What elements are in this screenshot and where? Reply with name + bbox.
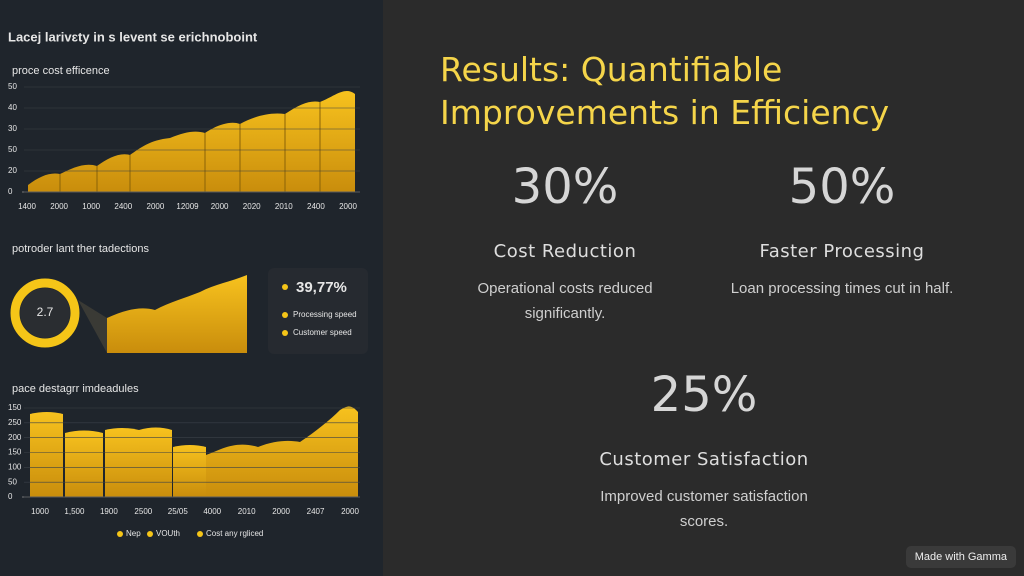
stat: 50% Faster Processing Loan processing ti… (702, 157, 982, 301)
x-tick-label: 1900 (100, 507, 118, 516)
badge[interactable]: Made with Gamma (905, 546, 1016, 568)
y-tick-label: 0 (8, 492, 13, 501)
y-tick-label: 100 (8, 462, 22, 471)
heading: Results: Quantifiable Improvements in Ef… (440, 50, 890, 132)
x-tick-label: 2400 (307, 202, 325, 211)
x-tick-label: 1000 (31, 507, 49, 516)
card-value: 39,77% (296, 279, 347, 296)
bar-shapes (30, 406, 358, 497)
x-tick-label: 4000 (203, 507, 221, 516)
stat-value: 30% (511, 159, 619, 215)
x-tick-label: 2407 (307, 507, 325, 516)
area-shape (28, 91, 355, 192)
legend-label: Customer speed (293, 328, 352, 337)
legend-label: VOUth (156, 529, 180, 538)
x-tick-label: 2010 (238, 507, 256, 516)
x-tick-label: 2000 (339, 202, 357, 211)
stat-description: Operational costs reduced significantly. (477, 280, 653, 322)
area-shape (107, 275, 247, 353)
y-tick-label: 200 (8, 433, 22, 442)
stat: 25% Customer Satisfaction Improved custo… (574, 365, 834, 534)
donut (10, 278, 80, 348)
y-tick-label: 150 (8, 403, 22, 412)
legend-label: Nep (126, 529, 141, 538)
x-tick-label: 2400 (114, 202, 132, 211)
bullet (282, 284, 288, 290)
x-tick-label: 2020 (243, 202, 261, 211)
x-tick-label: 2010 (275, 202, 293, 211)
x-tick-label: 1,500 (64, 507, 85, 516)
x-tick-label: 2500 (134, 507, 152, 516)
legend-bullet (117, 531, 123, 537)
x-tick-label: 2000 (341, 507, 359, 516)
x-tick-label: 1400 (18, 202, 36, 211)
stat-label: Customer Satisfaction (599, 449, 809, 470)
x-tick-label: 25/05 (168, 507, 189, 516)
x-tick-label: 2000 (272, 507, 290, 516)
stat-label: Cost Reduction (493, 241, 637, 262)
stat-description: Improved customer satisfaction scores. (600, 488, 808, 530)
donut-label: 2.7 (37, 305, 54, 319)
y-tick-label: 30 (8, 124, 17, 133)
donut-center (20, 288, 70, 338)
y-tick-label: 0 (8, 187, 13, 196)
connector (78, 300, 107, 353)
bullet (282, 330, 288, 336)
y-tick-label: 50 (8, 145, 17, 154)
legend-label: Processing speed (293, 310, 357, 319)
y-tick-label: 250 (8, 418, 22, 427)
stat-label: Faster Processing (759, 241, 925, 262)
stat-value: 25% (650, 367, 758, 423)
stat-description: Loan processing times cut in half. (730, 280, 954, 297)
bullet (282, 312, 288, 318)
y-tick-label: 20 (8, 166, 17, 175)
y-tick-label: 40 (8, 103, 17, 112)
y-tick-label: 50 (8, 82, 17, 91)
x-tick-label: 12009 (176, 202, 199, 211)
illustration: Lacej larivɛty in s levent se erichnoboi… (0, 0, 383, 576)
x-tick-label: 2000 (147, 202, 165, 211)
area-dividers (59, 102, 321, 192)
card (268, 268, 368, 354)
legend-label: Cost any rgliced (206, 529, 263, 538)
panel-title: pace destagrr imdeadules (12, 383, 139, 395)
panel-title: proce cost efficence (12, 65, 110, 77)
legend-bullet (197, 531, 203, 537)
stat-value: 50% (788, 159, 896, 215)
x-tick-label: 2000 (211, 202, 229, 211)
stat: 30% Cost Reduction Operational costs red… (435, 157, 695, 326)
legend-bullet (147, 531, 153, 537)
illustration-title: Lacej larivɛty in s levent se erichnoboi… (8, 29, 258, 44)
panel-title: potroder lant ther tadections (12, 243, 149, 255)
x-tick-label: 2000 (50, 202, 68, 211)
x-tick-label: 1000 (82, 202, 100, 211)
y-tick-label: 150 (8, 448, 22, 457)
y-tick-label: 50 (8, 477, 17, 486)
